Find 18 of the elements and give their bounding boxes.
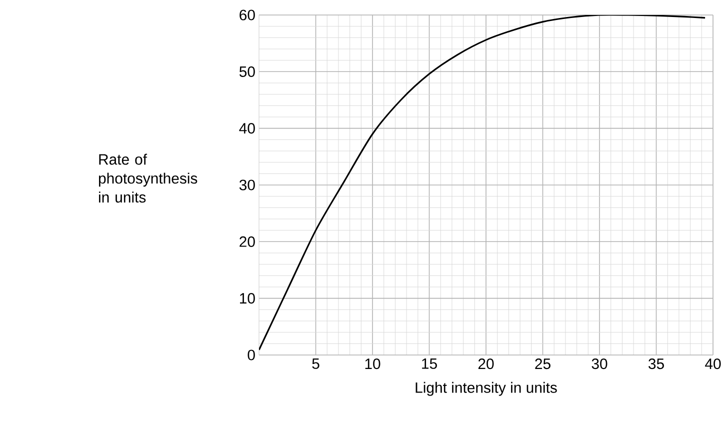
y-tick-label: 30 (239, 180, 255, 190)
x-tick-label: 10 (365, 358, 380, 370)
x-tick-label: 35 (648, 358, 664, 370)
y-tick-label: 0 (248, 350, 255, 360)
y-axis-title: Rate of photosynthesis in units (98, 154, 198, 203)
y-tick-label: 10 (240, 293, 255, 304)
x-axis-title: Light intensity in units (416, 382, 557, 396)
line-series (259, 14, 706, 351)
x-tick-label: 30 (592, 358, 608, 370)
x-tick-label: 20 (478, 358, 494, 370)
y-tick-label: 60 (240, 10, 255, 20)
x-tick-label: 40 (705, 358, 721, 370)
x-tick-label: 25 (535, 358, 550, 370)
y-tick-label: 40 (239, 123, 255, 134)
y-tick-label: 20 (240, 236, 255, 247)
x-tick-label: 5 (312, 358, 320, 369)
y-tick-label: 50 (239, 66, 255, 77)
x-tick-label: 15 (422, 358, 437, 369)
